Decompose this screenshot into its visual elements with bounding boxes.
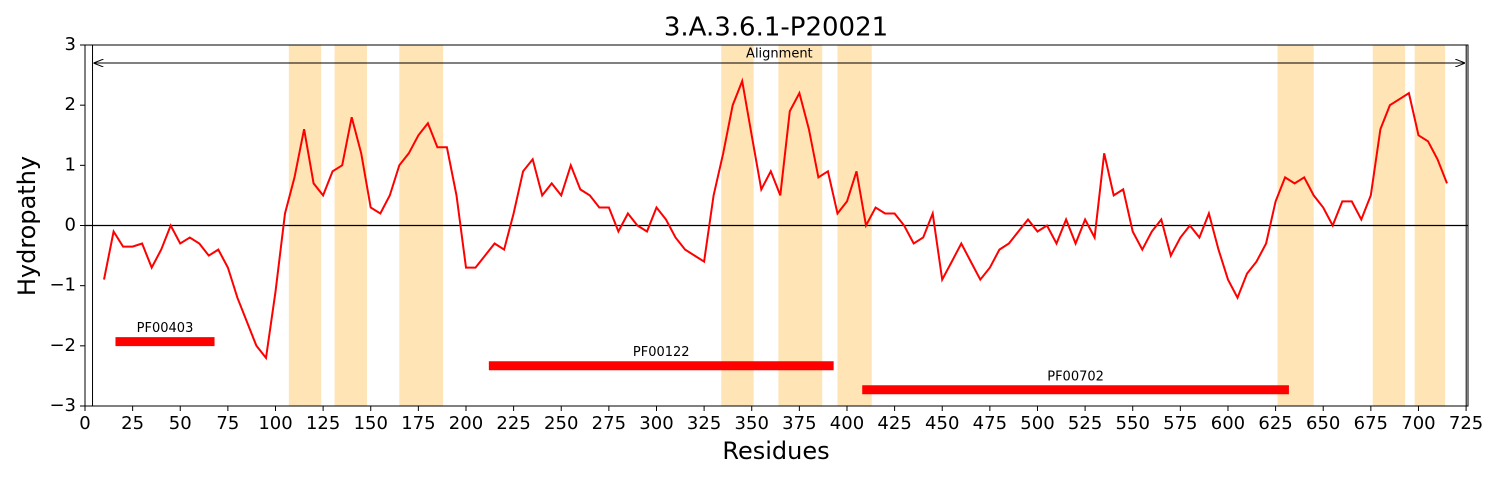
y-tick-label: 3: [65, 34, 76, 55]
y-tick-label: 2: [65, 94, 76, 115]
alignment-label: Alignment: [746, 47, 813, 62]
x-tick-label: 350: [735, 413, 769, 434]
x-tick-label: 525: [1068, 413, 1102, 434]
x-tick-label: 700: [1401, 413, 1435, 434]
domain-label: PF00702: [1047, 369, 1104, 384]
x-tick-label: 200: [449, 413, 483, 434]
y-axis-label: Hydropathy: [13, 156, 41, 296]
x-tick-label: 225: [496, 413, 530, 434]
x-tick-label: 0: [79, 413, 90, 434]
x-axis-label: Residues: [722, 437, 829, 465]
x-tick-label: 325: [687, 413, 721, 434]
x-tick-label: 50: [169, 413, 192, 434]
x-tick-label: 475: [973, 413, 1007, 434]
y-tick-label: −3: [49, 395, 76, 416]
x-tick-label: 375: [782, 413, 816, 434]
x-tick-label: 425: [877, 413, 911, 434]
x-tick-label: 400: [830, 413, 864, 434]
x-tick-label: 125: [306, 413, 340, 434]
x-tick-label: 500: [1020, 413, 1054, 434]
y-tick-label: 1: [65, 154, 76, 175]
chart-title: 3.A.3.6.1-P20021: [664, 13, 888, 43]
x-tick-label: 150: [354, 413, 388, 434]
x-tick-label: 550: [1116, 413, 1150, 434]
x-tick-label: 625: [1258, 413, 1292, 434]
x-tick-label: 275: [592, 413, 626, 434]
x-tick-label: 650: [1306, 413, 1340, 434]
domain-label: PF00403: [137, 321, 194, 336]
x-tick-label: 575: [1163, 413, 1197, 434]
x-tick-label: 450: [925, 413, 959, 434]
x-tick-label: 675: [1354, 413, 1388, 434]
x-tick-label: 175: [401, 413, 435, 434]
x-tick-label: 75: [216, 413, 239, 434]
x-tick-label: 300: [639, 413, 673, 434]
domain-label: PF00122: [633, 345, 690, 360]
x-tick-label: 100: [258, 413, 292, 434]
x-tick-label: 725: [1449, 413, 1483, 434]
y-tick-label: 0: [65, 215, 76, 236]
y-tick-label: −1: [49, 275, 76, 296]
x-tick-label: 25: [121, 413, 144, 434]
hydropathy-line: [103, 77, 1448, 361]
x-tick-label: 600: [1211, 413, 1245, 434]
x-tick-label: 250: [544, 413, 578, 434]
y-tick-label: −2: [49, 335, 76, 356]
